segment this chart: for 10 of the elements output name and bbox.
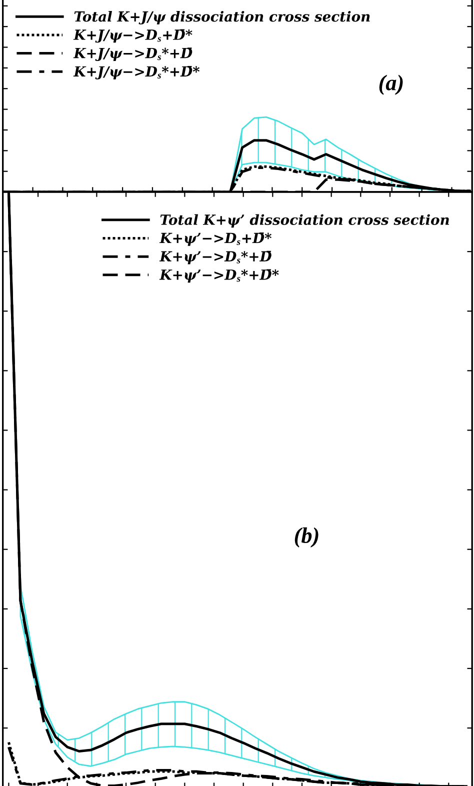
legend-label: K+J/ψ−>D$_{s}$*+D̄ xyxy=(73,48,192,62)
legend-label: K+J/ψ−>D$_{s}$+D̄* xyxy=(73,29,192,43)
legend-label: K+J/ψ−>D$_{s}$*+D̄* xyxy=(73,66,200,80)
legend-label: K+ψ’−>D$_{s}$+D̄* xyxy=(159,232,272,246)
legend-label: Total K+J/ψ dissociation cross section xyxy=(74,10,370,24)
annotation: (b) xyxy=(294,527,318,548)
legend-label: K+ψ’−>D$_{s}$*+D̄ xyxy=(159,250,272,264)
legend-label: K+ψ’−>D$_{s}$*+D̄* xyxy=(159,269,279,283)
text: (a) xyxy=(379,74,403,95)
legend-label: Total K+ψ’ dissociation cross section xyxy=(160,214,449,228)
